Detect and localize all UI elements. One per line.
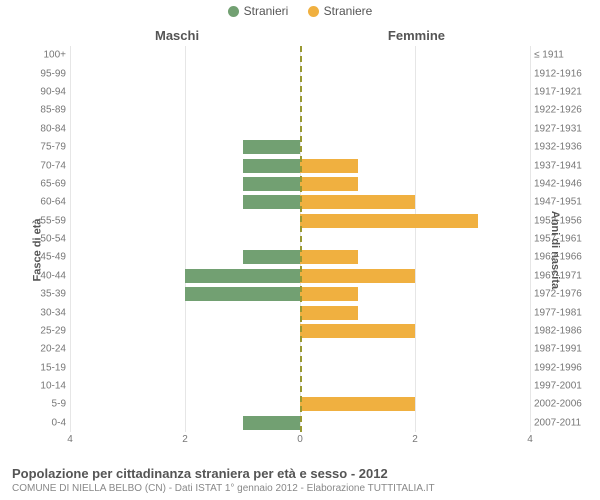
bar-female — [300, 324, 415, 338]
center-line — [300, 46, 302, 432]
year-label: 2007-2011 — [530, 417, 581, 428]
age-label: 100+ — [43, 50, 70, 61]
year-label: 1922-1926 — [530, 105, 582, 116]
bar-male — [185, 287, 300, 301]
year-label: 1997-2001 — [530, 381, 582, 392]
age-label: 35-39 — [40, 289, 70, 300]
year-label: 1992-1996 — [530, 362, 582, 373]
male-side-title: Maschi — [155, 28, 199, 43]
age-label: 85-89 — [40, 105, 70, 116]
caption-source: COMUNE DI NIELLA BELBO (CN) - Dati ISTAT… — [12, 483, 588, 494]
legend-label-male: Stranieri — [244, 4, 289, 18]
caption: Popolazione per cittadinanza straniera p… — [12, 466, 588, 494]
legend-label-female: Straniere — [324, 4, 373, 18]
year-label: 1947-1951 — [530, 197, 582, 208]
year-label: 1937-1941 — [530, 160, 582, 171]
age-label: 30-34 — [40, 307, 70, 318]
bar-male — [243, 159, 301, 173]
bar-female — [300, 287, 358, 301]
legend: Stranieri Straniere — [0, 4, 600, 20]
age-label: 0-4 — [52, 417, 70, 428]
x-tick-label: 4 — [67, 434, 73, 445]
year-label: 1957-1961 — [530, 234, 582, 245]
year-label: 1952-1956 — [530, 215, 582, 226]
plot-area: 0-42007-20115-92002-200610-141997-200115… — [70, 46, 530, 432]
age-label: 55-59 — [40, 215, 70, 226]
x-tick-label: 4 — [527, 434, 533, 445]
year-label: 1927-1931 — [530, 123, 582, 134]
gridline — [415, 46, 416, 432]
year-label: 1967-1971 — [530, 270, 582, 281]
x-tick-label: 2 — [182, 434, 188, 445]
year-label: 1987-1991 — [530, 344, 582, 355]
pyramid-chart: Stranieri Straniere Maschi Femmine Fasce… — [0, 0, 600, 500]
caption-title: Popolazione per cittadinanza straniera p… — [12, 466, 588, 481]
year-label: 2002-2006 — [530, 399, 582, 410]
bar-female — [300, 397, 415, 411]
x-tick-label: 0 — [297, 434, 303, 445]
age-label: 50-54 — [40, 234, 70, 245]
bar-female — [300, 177, 358, 191]
legend-swatch-female — [308, 6, 319, 17]
age-label: 10-14 — [40, 381, 70, 392]
bar-female — [300, 214, 478, 228]
female-side-title: Femmine — [388, 28, 445, 43]
age-label: 5-9 — [52, 399, 70, 410]
bar-female — [300, 250, 358, 264]
age-label: 40-44 — [40, 270, 70, 281]
bar-female — [300, 269, 415, 283]
bar-male — [243, 416, 301, 430]
legend-swatch-male — [228, 6, 239, 17]
gridline — [70, 46, 71, 432]
gridline — [530, 46, 531, 432]
year-label: 1942-1946 — [530, 178, 582, 189]
age-label: 25-29 — [40, 325, 70, 336]
year-label: 1977-1981 — [530, 307, 582, 318]
age-label: 95-99 — [40, 68, 70, 79]
year-label: ≤ 1911 — [530, 50, 564, 61]
year-label: 1962-1966 — [530, 252, 582, 263]
age-label: 90-94 — [40, 87, 70, 98]
bar-male — [243, 250, 301, 264]
x-tick-label: 2 — [412, 434, 418, 445]
bar-female — [300, 195, 415, 209]
age-label: 75-79 — [40, 142, 70, 153]
bar-male — [243, 177, 301, 191]
year-label: 1912-1916 — [530, 68, 582, 79]
gridline — [185, 46, 186, 432]
year-label: 1917-1921 — [530, 87, 582, 98]
bar-male — [243, 140, 301, 154]
bar-female — [300, 159, 358, 173]
year-label: 1932-1936 — [530, 142, 582, 153]
year-label: 1972-1976 — [530, 289, 582, 300]
age-label: 60-64 — [40, 197, 70, 208]
age-label: 80-84 — [40, 123, 70, 134]
bar-male — [185, 269, 300, 283]
bar-female — [300, 306, 358, 320]
bar-male — [243, 195, 301, 209]
year-label: 1982-1986 — [530, 325, 582, 336]
legend-item-male: Stranieri — [228, 4, 289, 18]
x-ticks: 4 2 0 2 4 — [70, 432, 530, 452]
age-label: 45-49 — [40, 252, 70, 263]
age-label: 70-74 — [40, 160, 70, 171]
legend-item-female: Straniere — [308, 4, 373, 18]
age-label: 15-19 — [40, 362, 70, 373]
age-label: 20-24 — [40, 344, 70, 355]
age-label: 65-69 — [40, 178, 70, 189]
